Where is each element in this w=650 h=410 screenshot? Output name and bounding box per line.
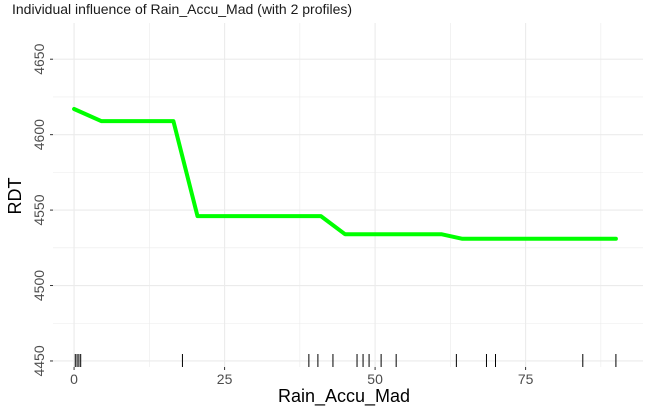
series-layer	[72, 107, 618, 241]
y-tick-label: 4550	[31, 194, 47, 225]
x-tick-label: 25	[217, 371, 233, 387]
y-tick-label: 4450	[31, 345, 47, 376]
x-axis-ticks: 0 25 50 75	[70, 367, 534, 387]
y-tick-label: 4600	[31, 119, 47, 150]
x-axis-title: Rain_Accu_Mad	[278, 386, 410, 407]
rug-marks	[74, 354, 617, 367]
x-tick-label: 75	[518, 371, 534, 387]
y-axis-ticks: 4450 4500 4550 4600 4650	[31, 43, 53, 377]
y-tick-label: 4650	[31, 43, 47, 74]
x-tick-label: 0	[70, 371, 78, 387]
y-tick-label: 4500	[31, 270, 47, 301]
chart-title: Individual influence of Rain_Accu_Mad (w…	[12, 1, 353, 17]
y-axis-title: RDT	[5, 178, 25, 215]
grid-lines	[53, 23, 643, 367]
x-tick-label: 50	[367, 371, 383, 387]
series-line	[72, 107, 618, 241]
